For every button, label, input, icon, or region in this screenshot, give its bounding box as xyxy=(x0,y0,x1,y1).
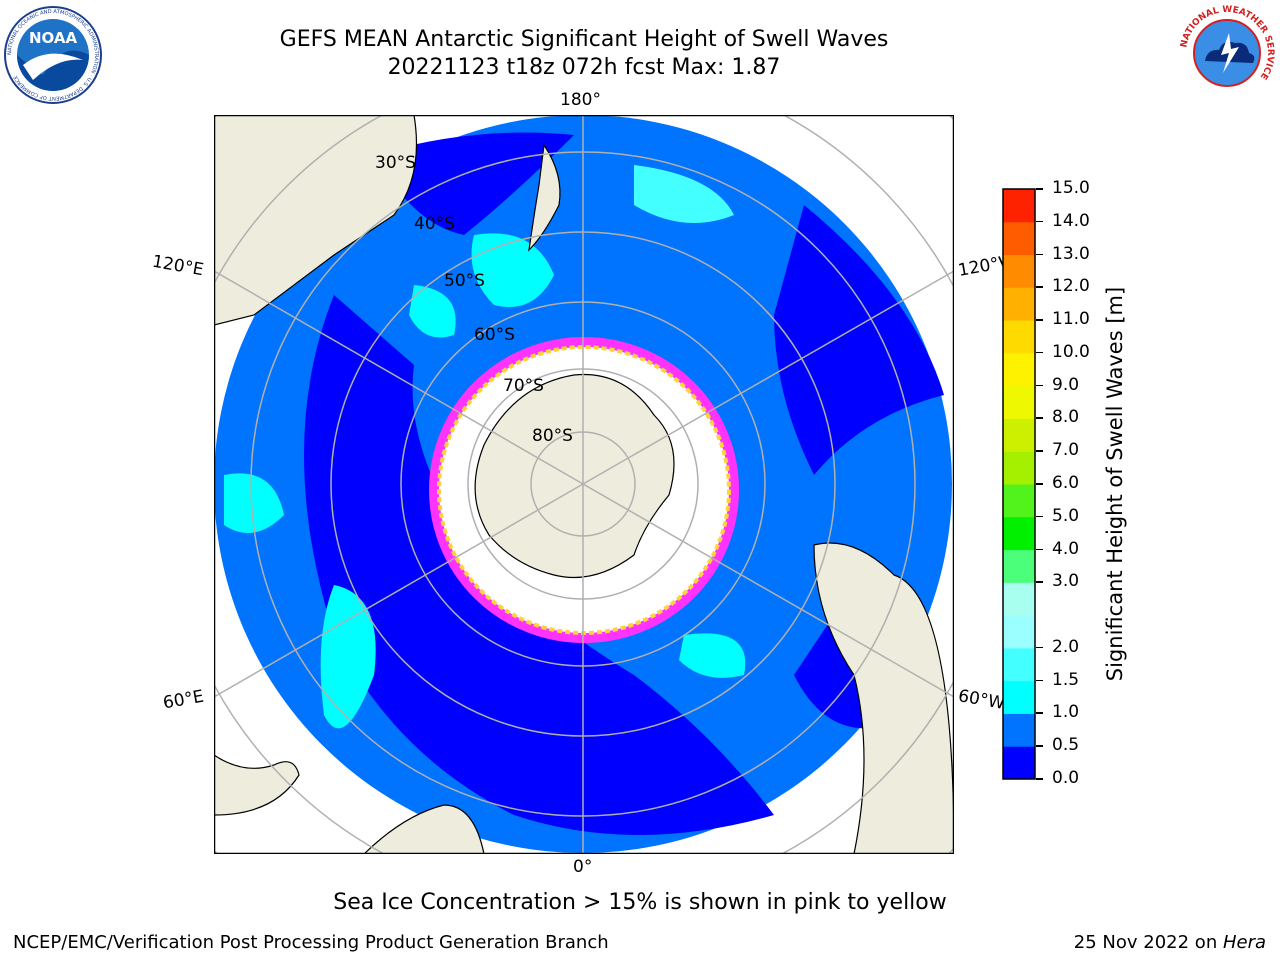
high-swell-patch xyxy=(679,633,746,678)
longitude-graticule xyxy=(214,115,954,854)
colorbar-tick-label: 0.5 xyxy=(1052,735,1080,756)
colorbar-tick-label: 1.0 xyxy=(1052,702,1080,723)
colorbar-segment xyxy=(1003,221,1035,256)
colorbar-segment xyxy=(1003,549,1035,583)
lat-label: 40°S xyxy=(414,214,455,234)
colorbar-tick-mark xyxy=(1036,319,1043,321)
high-swell-patch xyxy=(320,585,376,729)
map-subtitle: 20221123 t18z 072h fcst Max: 1.87 xyxy=(387,55,781,80)
colorbar-tick-label: 6.0 xyxy=(1052,473,1080,493)
colorbar-segment xyxy=(1003,680,1035,714)
footer-credit: NCEP/EMC/Verification Post Processing Pr… xyxy=(13,932,609,953)
colorbar-segment xyxy=(1003,385,1035,419)
lat-label: 50°S xyxy=(444,271,485,291)
antarctica-land xyxy=(474,373,675,578)
colorbar-tick-label: 5.0 xyxy=(1052,505,1080,526)
high-swell-patch xyxy=(224,473,284,533)
lon-label-120e: 120°E xyxy=(150,251,206,281)
low-swell-region xyxy=(374,132,574,235)
colorbar-tick-label: 8.0 xyxy=(1052,407,1080,428)
colorbar-label: Significant Height of Swell Waves [m] xyxy=(1103,286,1127,682)
colorbar-segment xyxy=(1003,189,1035,223)
colorbar-segment xyxy=(1003,484,1035,518)
colorbar-tick-mark xyxy=(1036,417,1043,419)
colorbar-tick-mark xyxy=(1036,712,1043,714)
madagascar-land xyxy=(214,754,300,816)
lon-label-60e: 60°E xyxy=(161,686,206,714)
colorbar-tick-label: 4.0 xyxy=(1052,538,1080,559)
colorbar-segment xyxy=(1003,746,1035,780)
colorbar-tick-mark xyxy=(1036,515,1043,518)
colorbar-segment xyxy=(1003,320,1035,354)
colorbar-segment xyxy=(1003,287,1035,321)
colorbar-tick-label: 3.0 xyxy=(1052,571,1080,592)
colorbar-tick-mark xyxy=(1036,548,1043,551)
colorbar-tick-mark xyxy=(1036,286,1043,288)
colorbar-tick-mark xyxy=(1036,581,1043,583)
colorbar xyxy=(1002,188,1036,780)
colorbar-tick-label: 1.5 xyxy=(1052,669,1080,690)
high-swell-patch xyxy=(634,165,734,223)
colorbar-segment xyxy=(1003,713,1035,747)
colorbar-tick-mark xyxy=(1036,351,1043,354)
lat-label: 30°S xyxy=(375,153,416,173)
africa-land xyxy=(363,804,485,854)
lon-label-60w: 60°W xyxy=(956,686,1007,714)
colorbar-tick-label: 12.0 xyxy=(1052,276,1090,297)
noaa-logo: NOAA NATIONAL OCEANIC AND ATMOSPHERIC AD… xyxy=(4,6,102,104)
colorbar-tick-label: 14.0 xyxy=(1052,210,1090,231)
colorbar-tick-label: 13.0 xyxy=(1052,243,1090,264)
australia-land xyxy=(214,115,418,326)
colorbar-tick-label: 10.0 xyxy=(1052,341,1090,362)
lat-label: 80°S xyxy=(532,426,573,446)
colorbar-tick-mark xyxy=(1036,253,1043,256)
colorbar-tick-label: 15.0 xyxy=(1052,178,1090,198)
colorbar-tick-label: 9.0 xyxy=(1052,374,1080,395)
colorbar-segment xyxy=(1003,254,1035,288)
colorbar-tick-mark xyxy=(1036,220,1043,223)
colorbar-segment xyxy=(1003,451,1035,485)
high-swell-patch xyxy=(409,285,456,338)
footer-date-text: 25 Nov 2022 on xyxy=(1073,932,1223,953)
polar-map xyxy=(214,115,954,854)
colorbar-tick-label: 7.0 xyxy=(1052,440,1080,461)
low-swell-region xyxy=(774,205,944,475)
footer-host: Hera xyxy=(1222,932,1266,953)
colorbar-tick-mark xyxy=(1036,384,1043,387)
lat-label: 60°S xyxy=(474,325,515,345)
colorbar-tick-label: 11.0 xyxy=(1052,309,1090,330)
low-swell-region xyxy=(304,295,774,835)
colorbar-segment xyxy=(1003,647,1035,682)
footer-date: 25 Nov 2022 on Hera xyxy=(1074,932,1266,953)
colorbar-tick-mark xyxy=(1036,646,1043,649)
colorbar-segment xyxy=(1003,418,1035,452)
map-title: GEFS MEAN Antarctic Significant Height o… xyxy=(279,27,889,52)
colorbar-segment xyxy=(1003,516,1035,551)
nws-logo: NATIONAL WEATHER SERVICE xyxy=(1179,5,1275,101)
colorbar-tick-mark xyxy=(1036,778,1043,780)
high-swell-patch xyxy=(471,233,554,307)
lon-label-0: 0° xyxy=(573,857,593,877)
colorbar-tick-label: 0.0 xyxy=(1052,768,1080,788)
lon-label-180: 180° xyxy=(560,90,601,110)
colorbar-tick-mark xyxy=(1036,188,1043,190)
noaa-logo-text: NOAA xyxy=(29,29,78,47)
sea-ice-inner-edge xyxy=(437,345,731,635)
map-frame xyxy=(214,115,954,854)
colorbar-tick-label: 2.0 xyxy=(1052,636,1080,657)
colorbar-tick-mark xyxy=(1036,745,1043,747)
colorbar-segment xyxy=(1003,582,1035,616)
sea-ice-note: Sea Ice Concentration > 15% is shown in … xyxy=(333,890,947,915)
colorbar-tick-mark xyxy=(1036,679,1043,682)
colorbar-segment xyxy=(1003,352,1035,387)
new-zealand-land xyxy=(528,143,561,252)
lat-label: 70°S xyxy=(503,376,544,396)
colorbar-tick-mark xyxy=(1036,483,1043,485)
colorbar-segment xyxy=(1003,615,1035,649)
colorbar-tick-mark xyxy=(1036,450,1043,452)
